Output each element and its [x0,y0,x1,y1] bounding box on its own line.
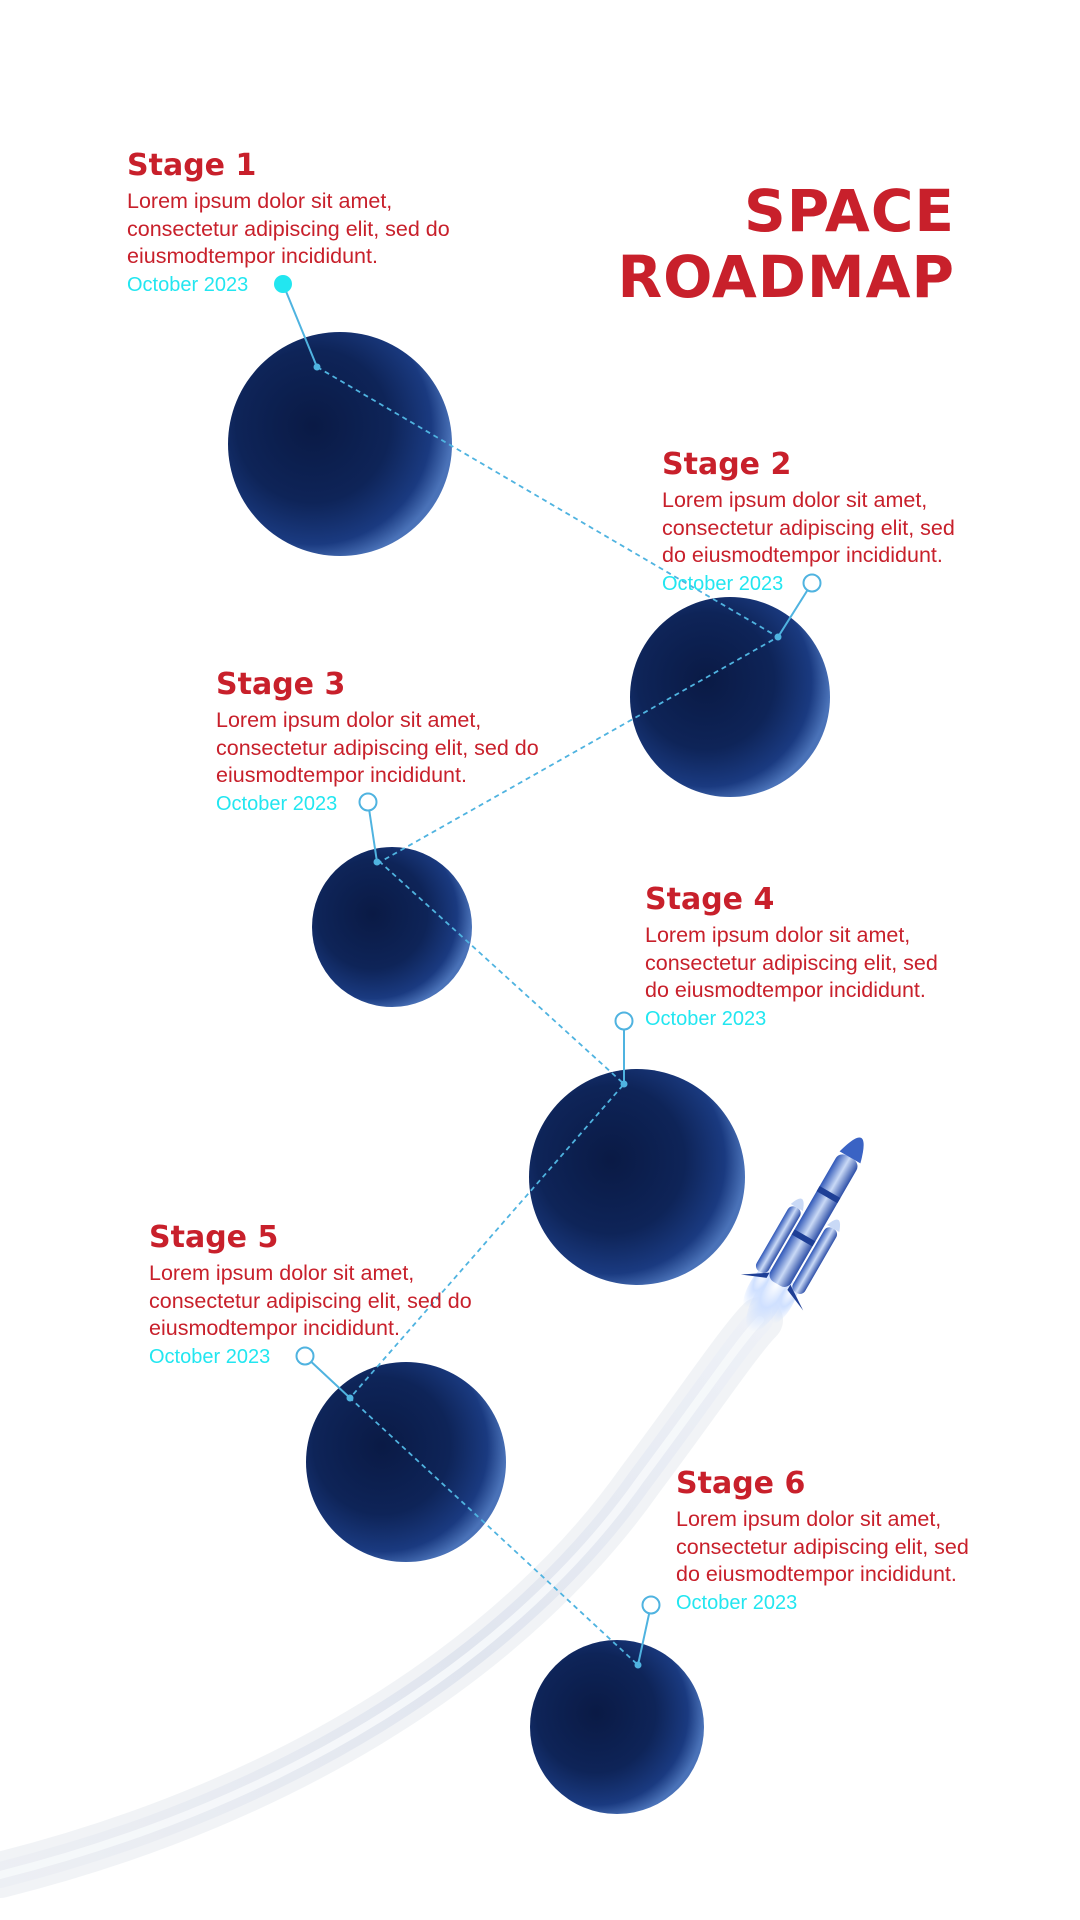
planet-stage-4 [529,1069,745,1285]
pin-stage-1 [274,275,321,371]
stage-6-label: Stage 6 Lorem ipsum dolor sit amet, cons… [676,1466,996,1615]
stage-date: October 2023 [645,1007,767,1030]
stage-name: Stage 1 [127,148,257,183]
planet-stage-5 [306,1362,506,1562]
stage-date: October 2023 [127,273,249,296]
stage-3-label: Stage 3 Lorem ipsum dolor sit amet, cons… [216,667,556,816]
pin-stage-3 [358,792,381,866]
stage-name: Stage 5 [149,1220,279,1255]
dashed-connector-path [316,366,780,1666]
planet-stage-3 [312,847,472,1007]
stage-date: October 2023 [676,1591,798,1614]
title-line-2: ROADMAP [617,243,955,311]
pin-stage-6 [634,1595,661,1669]
stage-5-label: Stage 5 Lorem ipsum dolor sit amet, cons… [149,1220,489,1369]
planet-icon [312,847,472,1007]
stage-4-label: Stage 4 Lorem ipsum dolor sit amet, cons… [645,882,965,1031]
stage-name: Stage 4 [645,882,775,917]
stage-name: Stage 2 [662,447,792,482]
planet-icon [630,597,830,797]
stage-2-label: Stage 2 Lorem ipsum dolor sit amet, cons… [662,447,982,596]
planet-stage-6 [530,1640,704,1814]
stage-date: October 2023 [149,1345,271,1368]
page-title: SPACE ROADMAP [617,178,955,310]
planet-icon [228,332,452,556]
stage-1-label: Stage 1 Lorem ipsum dolor sit amet, cons… [127,148,467,297]
planet-stage-1 [228,332,452,556]
pin-stage-2 [774,573,822,641]
stage-date: October 2023 [216,792,338,815]
stage-description: Lorem ipsum dolor sit amet, consectetur … [662,488,955,567]
planet-icon [529,1069,745,1285]
planet-icon [530,1640,704,1814]
stage-name: Stage 3 [216,667,346,702]
stage-description: Lorem ipsum dolor sit amet, consectetur … [149,1261,472,1340]
pin-stage-5 [295,1346,354,1402]
smoke-trail [0,1297,783,1898]
title-line-1: SPACE [743,177,955,245]
stage-description: Lorem ipsum dolor sit amet, consectetur … [676,1507,969,1586]
stage-date: October 2023 [662,572,784,595]
stage-description: Lorem ipsum dolor sit amet, consectetur … [127,189,450,268]
stage-description: Lorem ipsum dolor sit amet, consectetur … [216,708,539,787]
pin-stage-4 [614,1011,634,1088]
rocket-icon [740,1137,864,1332]
stage-description: Lorem ipsum dolor sit amet, consectetur … [645,923,938,1002]
planet-icon [306,1362,506,1562]
stage-name: Stage 6 [676,1466,806,1501]
planet-stage-2 [630,597,830,797]
